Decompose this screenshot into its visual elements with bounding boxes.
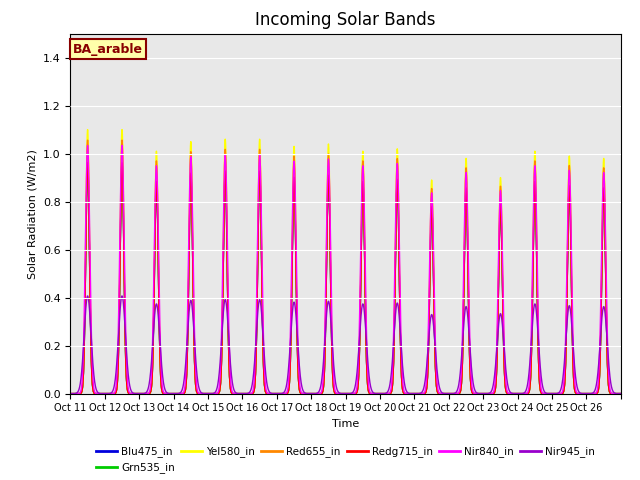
Nir840_in [396, 253, 403, 259]
Red655_in [67, 391, 74, 396]
Nir945_in [617, 391, 625, 396]
Line: Yel580_in: Yel580_in [70, 130, 621, 394]
Nir945_in [497, 311, 504, 317]
Blu475_in [396, 286, 403, 291]
Nir840_in [524, 390, 531, 396]
Blu475_in [524, 391, 531, 396]
Line: Redg715_in: Redg715_in [70, 163, 621, 394]
Grn535_in [180, 390, 188, 396]
Grn535_in [84, 158, 92, 164]
Nir840_in [366, 389, 374, 395]
Nir945_in [366, 381, 374, 386]
Yel580_in [396, 272, 403, 277]
Red655_in [180, 390, 188, 396]
Red655_in [396, 276, 403, 282]
Nir840_in [617, 391, 625, 396]
Redg715_in [67, 391, 74, 396]
Nir945_in [67, 391, 74, 396]
Nir945_in [84, 293, 92, 299]
Yel580_in [538, 391, 546, 396]
Blu475_in [497, 201, 504, 207]
Nir945_in [180, 372, 188, 378]
Redg715_in [497, 202, 504, 208]
Legend: Blu475_in, Grn535_in, Yel580_in, Red655_in, Redg715_in, Nir840_in, Nir945_in: Blu475_in, Grn535_in, Yel580_in, Red655_… [92, 442, 599, 478]
Line: Nir840_in: Nir840_in [70, 145, 621, 394]
Nir840_in [84, 143, 92, 148]
Redg715_in [84, 160, 92, 166]
Nir945_in [524, 381, 531, 387]
Red655_in [538, 391, 546, 396]
Redg715_in [617, 391, 625, 396]
Redg715_in [396, 287, 403, 292]
Red655_in [524, 391, 531, 396]
Red655_in [617, 391, 625, 396]
Grn535_in [524, 391, 531, 396]
Blu475_in [67, 391, 74, 396]
Yel580_in [617, 391, 625, 396]
Blu475_in [366, 391, 374, 396]
Yel580_in [180, 390, 188, 396]
Red655_in [497, 184, 504, 190]
Line: Red655_in: Red655_in [70, 140, 621, 394]
Grn535_in [538, 391, 546, 396]
Nir840_in [538, 389, 546, 395]
Text: BA_arable: BA_arable [73, 43, 143, 56]
Redg715_in [524, 391, 531, 396]
Title: Incoming Solar Bands: Incoming Solar Bands [255, 11, 436, 29]
Yel580_in [524, 391, 531, 396]
Grn535_in [497, 201, 504, 207]
Blu475_in [617, 391, 625, 396]
Grn535_in [67, 391, 74, 396]
Line: Nir945_in: Nir945_in [70, 296, 621, 394]
Yel580_in [67, 391, 74, 396]
Blu475_in [84, 158, 92, 164]
Yel580_in [84, 127, 92, 132]
Nir840_in [180, 386, 188, 392]
Line: Blu475_in: Blu475_in [70, 161, 621, 394]
Y-axis label: Solar Radiation (W/m2): Solar Radiation (W/m2) [28, 149, 37, 278]
Redg715_in [180, 390, 188, 396]
Red655_in [84, 137, 92, 143]
Yel580_in [366, 391, 374, 396]
Nir840_in [67, 391, 74, 396]
Grn535_in [617, 391, 625, 396]
Yel580_in [497, 175, 504, 181]
Nir945_in [538, 379, 546, 384]
Nir840_in [497, 188, 504, 194]
Line: Grn535_in: Grn535_in [70, 161, 621, 394]
Nir945_in [396, 318, 403, 324]
Redg715_in [366, 391, 374, 396]
Grn535_in [366, 391, 374, 396]
Redg715_in [538, 391, 546, 396]
Grn535_in [396, 286, 403, 291]
Red655_in [366, 391, 374, 396]
X-axis label: Time: Time [332, 419, 359, 429]
Blu475_in [538, 391, 546, 396]
Blu475_in [180, 390, 188, 396]
